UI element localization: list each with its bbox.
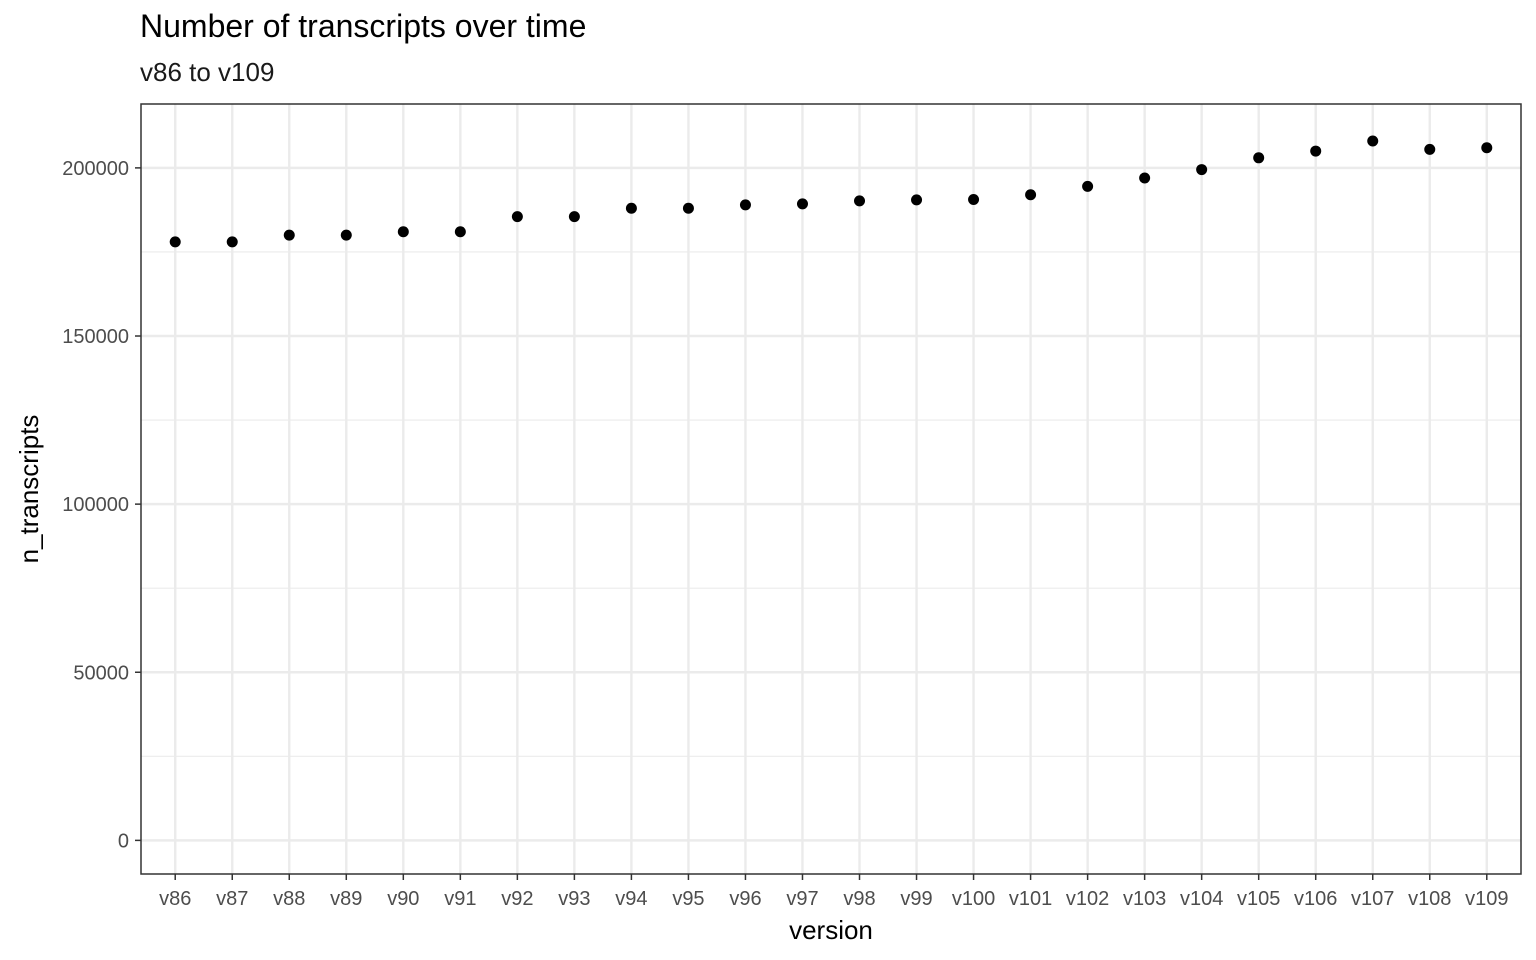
data-point-v105 [1253,152,1265,164]
data-point-v106 [1310,145,1322,157]
x-axis: v86 v87 v88 v89 v90 v91 v92 v93 v94 v95 v96 v97 v98 v… [159,874,1508,910]
x-tick-label: v91 [444,888,476,910]
data-point-v103 [1139,172,1151,184]
y-tick-label: 0 [118,830,129,852]
x-tick-label: v102 [1066,888,1109,910]
data-point-v87 [226,236,238,248]
x-tick-label: v105 [1237,888,1280,910]
x-tick-label: v98 [843,888,875,910]
data-point-v88 [283,229,295,241]
x-axis-title: version [789,915,873,945]
x-tick-label: v92 [501,888,533,910]
x-tick-label: v86 [159,888,191,910]
data-point-v102 [1082,180,1094,192]
x-tick-label: v106 [1294,888,1337,910]
data-point-v99 [911,194,923,206]
x-tick-label: v93 [558,888,590,910]
x-tick-label: v109 [1465,888,1508,910]
y-axis: 0 50000 100000 150000 200000 [62,158,141,852]
chart-subtitle: v86 to v109 [140,57,275,87]
data-point-v90 [397,226,409,238]
data-point-v101 [1025,189,1037,201]
data-point-v100 [968,193,980,205]
data-point-v104 [1196,164,1208,176]
x-tick-label: v108 [1408,888,1451,910]
data-point-v96 [739,199,751,211]
y-tick-label: 50000 [73,662,129,684]
data-point-v95 [682,202,694,214]
minor-gridlines [141,251,1521,757]
x-tick-label: v96 [729,888,761,910]
chart-title: Number of transcripts over time [140,8,587,44]
data-point-v91 [454,226,466,238]
data-point-v93 [568,211,580,223]
x-tick-label: v104 [1180,888,1223,910]
x-tick-label: v100 [952,888,995,910]
x-tick-label: v97 [786,888,818,910]
data-points [169,135,1493,248]
x-tick-label: v89 [330,888,362,910]
data-point-v108 [1424,143,1436,155]
x-tick-label: v101 [1009,888,1052,910]
x-tick-label: v94 [615,888,647,910]
data-point-v94 [625,202,637,214]
y-axis-title: n_transcripts [14,415,44,564]
data-point-v109 [1481,142,1493,154]
x-tick-label: v88 [273,888,305,910]
data-point-v98 [854,195,866,207]
major-gridlines [141,104,1521,874]
data-point-v86 [169,236,181,248]
x-tick-label: v103 [1123,888,1166,910]
x-tick-label: v107 [1351,888,1394,910]
x-tick-label: v87 [216,888,248,910]
y-tick-label: 100000 [62,494,129,516]
y-tick-label: 200000 [62,158,129,180]
data-point-v97 [796,198,808,210]
x-tick-label: v95 [672,888,704,910]
data-point-v107 [1367,135,1379,147]
y-tick-label: 150000 [62,326,129,348]
data-point-v92 [511,211,523,223]
x-tick-label: v90 [387,888,419,910]
data-point-v89 [340,229,352,241]
x-tick-label: v99 [900,888,932,910]
panel-border [140,103,1522,875]
